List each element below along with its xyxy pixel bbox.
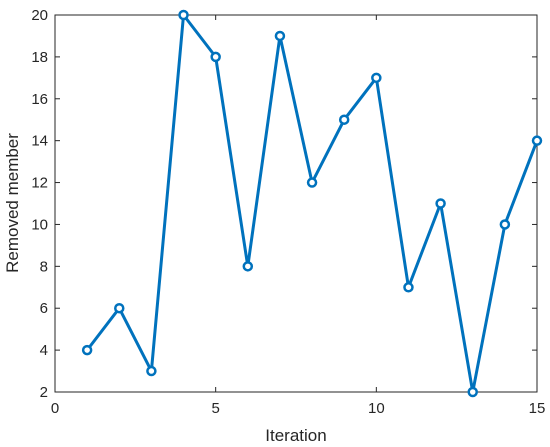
x-axis-label: Iteration [265, 426, 326, 445]
data-point [435, 198, 446, 209]
x-tick-label: 5 [211, 400, 219, 417]
data-point [114, 302, 125, 314]
y-tick-label: 16 [31, 91, 48, 108]
y-tick-label: 6 [40, 300, 48, 317]
data-point [403, 282, 414, 293]
data-point [242, 261, 254, 272]
plot-area [54, 14, 538, 393]
data-point [210, 51, 221, 63]
y-tick-label: 12 [31, 175, 48, 192]
y-tick-label: 18 [31, 49, 48, 66]
data-point [371, 72, 382, 84]
y-tick-label: 4 [40, 342, 48, 359]
data-point [146, 365, 157, 377]
data-point [338, 114, 350, 125]
x-tick-label: 0 [51, 400, 59, 417]
series-layer [81, 9, 543, 398]
x-axis: 0 5 10 15 [51, 15, 546, 417]
y-tick-label: 10 [31, 216, 48, 233]
data-point [531, 135, 543, 146]
data-point [178, 9, 189, 21]
y-tick-label: 8 [40, 258, 48, 275]
data-point [81, 344, 93, 356]
y-axis: 2 4 6 8 10 12 14 16 18 20 [31, 7, 537, 401]
y-axis-label: Removed member [3, 133, 22, 273]
x-tick-label: 10 [368, 400, 385, 417]
data-point [499, 219, 511, 230]
y-tick-label: 14 [31, 133, 48, 150]
x-tick-label: 15 [529, 400, 546, 417]
data-point [274, 30, 286, 42]
data-point [467, 386, 478, 398]
data-point [306, 177, 318, 188]
y-tick-label: 20 [31, 7, 48, 24]
y-tick-label: 2 [40, 384, 48, 401]
